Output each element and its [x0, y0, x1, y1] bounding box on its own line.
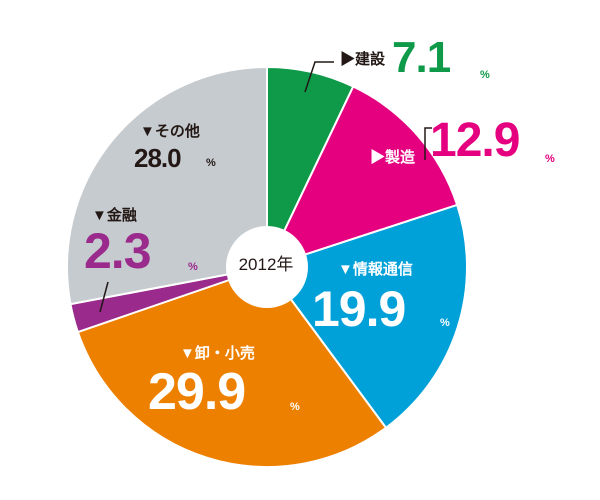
slice-pct-wholesale-retail: %	[290, 401, 300, 413]
center-year-label: 2012年	[238, 255, 294, 274]
slice-pct-manufacturing: %	[545, 153, 555, 165]
leader-line-finance	[99, 281, 109, 313]
slice-value-finance: 2.3	[84, 223, 152, 279]
leader-line-construction	[304, 61, 334, 93]
pie-slice-1	[265, 85, 459, 269]
slice-pct-construction: %	[480, 69, 490, 81]
slice-pct-ict: %	[440, 317, 450, 329]
pie-slice-2	[265, 203, 468, 430]
pie-slice-5	[66, 65, 268, 306]
slice-pct-finance: %	[188, 261, 198, 273]
slice-name-finance: ▼金融	[92, 207, 137, 224]
slice-value-construction: 7.1	[392, 33, 451, 82]
pie-center-hole	[226, 226, 308, 308]
slice-value-manufacturing: 12.9	[430, 114, 520, 167]
slice-value-other: 28.0	[134, 143, 182, 173]
slice-name-ict: ▼情報通信	[338, 261, 413, 278]
slice-name-wholesale-retail: ▼卸・小売	[180, 345, 255, 362]
leader-line-manufacturing	[424, 127, 432, 160]
slice-value-wholesale-retail: 29.9	[148, 363, 246, 421]
pie-slice-3	[76, 265, 388, 468]
slice-name-manufacturing: ▶製造	[370, 149, 416, 166]
slice-value-ict: 19.9	[312, 281, 406, 337]
slice-pct-other: %	[206, 157, 216, 169]
slice-name-construction: ▶建設	[340, 51, 386, 68]
slice-name-other: ▼その他	[140, 123, 200, 140]
